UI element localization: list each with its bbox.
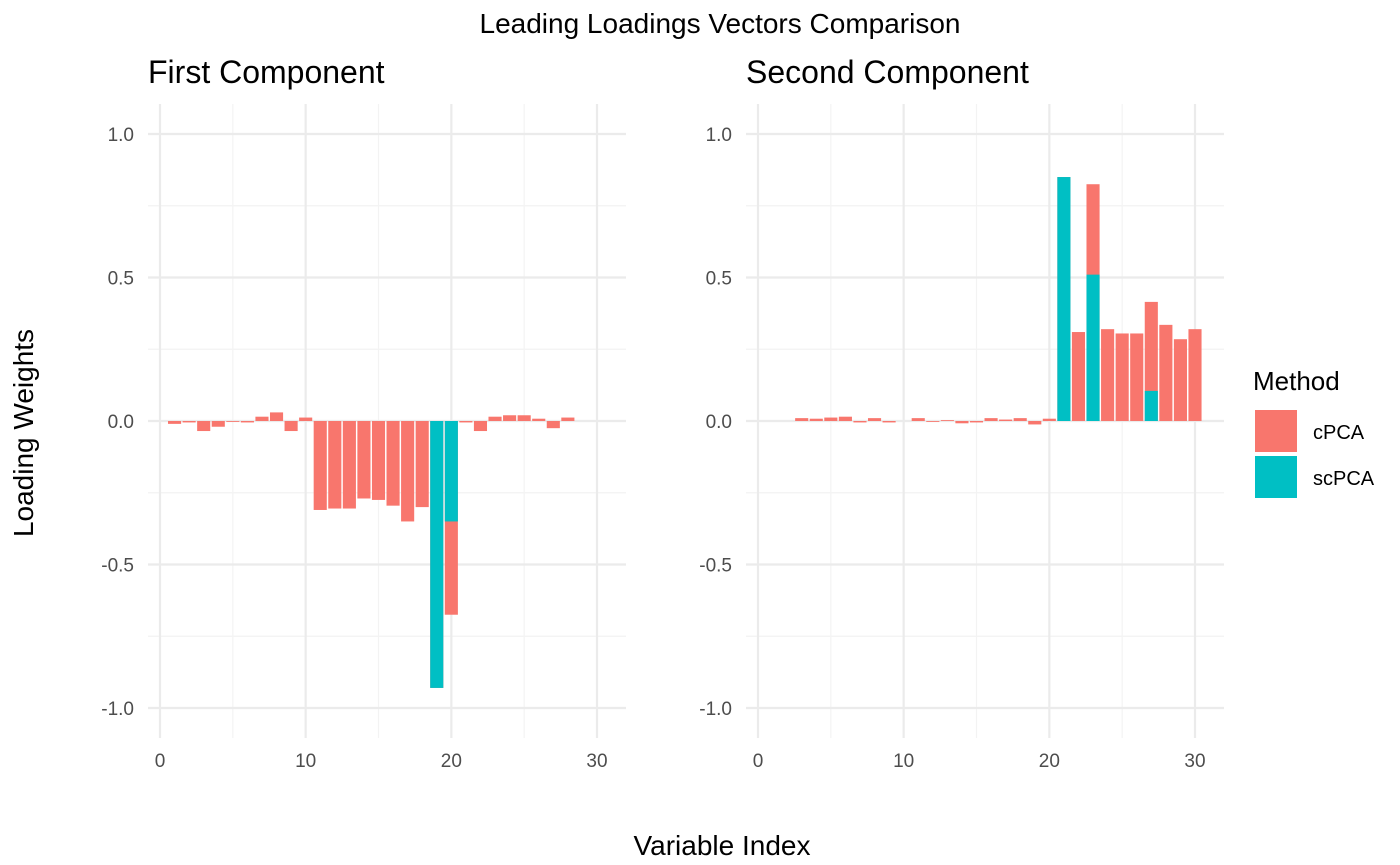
bar-cpca [473, 421, 488, 432]
x-tick-label: 10 [295, 751, 316, 772]
bar-cpca [809, 418, 823, 421]
bar-cpca [415, 421, 429, 508]
bar-cpca [532, 418, 546, 421]
bar-scpca [430, 421, 444, 688]
y-tick-label: 0.0 [108, 412, 134, 433]
x-tick-label: 0 [155, 751, 166, 772]
panel-first-component: -1.0 -0.5 0.0 0.5 1.0 0 10 20 30 First Component [101, 54, 626, 772]
bar-cpca [1071, 332, 1086, 421]
bar-cpca [401, 421, 415, 522]
bar-cpca [371, 421, 386, 500]
bar-cpca [269, 412, 284, 421]
bar-cpca [824, 417, 838, 421]
y-tick-label: 1.0 [706, 125, 732, 146]
bar-cpca [517, 415, 531, 421]
legend: Method cPCA scPCA [1253, 366, 1375, 498]
x-tick-label: 30 [586, 751, 607, 772]
y-tick-label: 1.0 [108, 125, 134, 146]
bar-cpca [838, 416, 852, 421]
bar-cpca [940, 420, 954, 421]
panel-title: Second Component [746, 54, 1029, 90]
x-tick-label: 10 [893, 751, 914, 772]
y-tick-label: 0.5 [108, 269, 134, 290]
bar-cpca [182, 421, 196, 423]
panel-title: First Component [148, 54, 385, 90]
bar-scpca [1057, 177, 1071, 421]
bar-cpca [1159, 324, 1173, 421]
y-tick-label: 0.5 [706, 269, 732, 290]
x-axis-title: Variable Index [634, 830, 811, 861]
bar-cpca [561, 417, 575, 421]
bar-cpca [1130, 333, 1144, 421]
bar-cpca [386, 421, 400, 506]
bar-cpca [911, 418, 925, 421]
bar-cpca [503, 415, 517, 421]
bar-cpca [1013, 418, 1027, 421]
bar-cpca [211, 421, 225, 427]
bar-cpca [299, 417, 313, 421]
bar-cpca [882, 421, 896, 423]
bar-cpca [255, 416, 269, 421]
bar-cpca [984, 418, 998, 421]
bar-cpca [853, 421, 867, 423]
legend-swatch-cpca [1255, 410, 1297, 452]
bar-cpca [342, 421, 356, 509]
bar-cpca [1115, 333, 1129, 421]
bar-cpca [328, 421, 342, 509]
legend-label-scpca: scPCA [1313, 468, 1375, 490]
y-tick-label: 0.0 [706, 412, 732, 433]
y-tick-label: -1.0 [699, 699, 732, 720]
bar-scpca [444, 421, 458, 522]
bar-scpca [1086, 274, 1100, 421]
bar-cpca [546, 421, 560, 429]
y-tick-label: -0.5 [699, 556, 732, 577]
legend-label-cpca: cPCA [1313, 422, 1365, 444]
x-tick-label: 20 [1039, 751, 1060, 772]
bar-cpca [969, 421, 984, 423]
bar-cpca [488, 416, 502, 421]
panel-second-component: -1.0 -0.5 0.0 0.5 1.0 0 10 20 30 Second Component [699, 54, 1224, 772]
bar-cpca [284, 421, 298, 432]
bar-cpca [867, 418, 882, 421]
chart-title: Leading Loadings Vectors Comparison [480, 8, 961, 39]
y-tick-label: -0.5 [101, 556, 134, 577]
bar-cpca [1101, 329, 1115, 421]
bar-cpca [1042, 418, 1056, 421]
bar-cpca [1173, 339, 1187, 421]
x-tick-label: 30 [1184, 751, 1205, 772]
legend-title: Method [1253, 366, 1340, 396]
bar-cpca [357, 421, 371, 499]
legend-swatch-scpca [1255, 456, 1297, 498]
bar-cpca [459, 421, 473, 423]
bar-cpca [926, 421, 940, 422]
bar-scpca [1144, 390, 1158, 421]
bar-cpca [197, 421, 211, 432]
bar-cpca [1028, 421, 1042, 425]
bar-cpca [168, 421, 182, 424]
bar-cpca [240, 421, 254, 423]
bar-cpca [795, 418, 809, 421]
bar-cpca [1188, 329, 1202, 421]
x-tick-label: 0 [753, 751, 764, 772]
bar-cpca [313, 421, 327, 510]
y-tick-label: -1.0 [101, 699, 134, 720]
bar-cpca [999, 419, 1013, 421]
y-axis-title: Loading Weights [8, 329, 39, 537]
x-tick-label: 20 [441, 751, 462, 772]
bar-cpca [955, 421, 969, 424]
bar-cpca [226, 421, 240, 422]
